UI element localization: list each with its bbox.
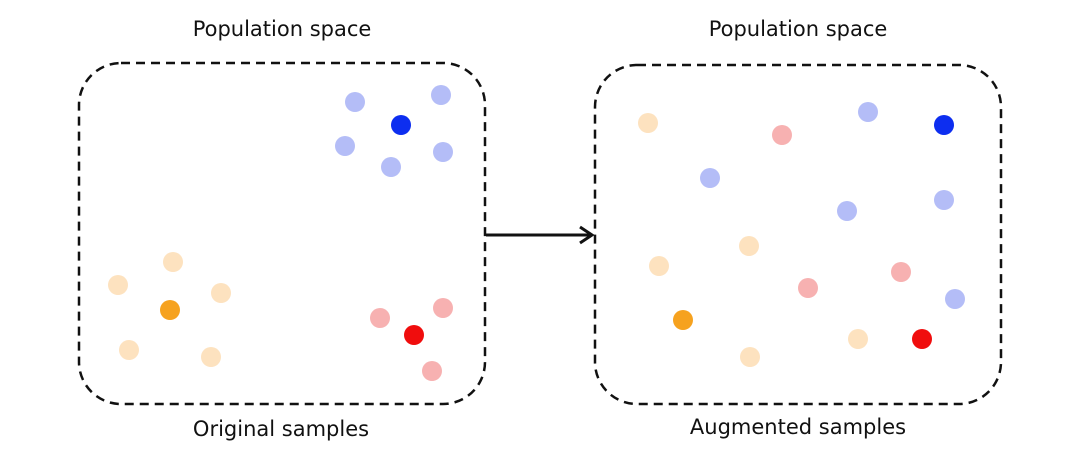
left-blue-augmented-point: [335, 136, 355, 156]
right-blue-original-point: [934, 115, 954, 135]
left-population-box: [77, 61, 487, 406]
right-red-original-point: [912, 329, 932, 349]
left-orange-augmented-point: [108, 275, 128, 295]
left-orange-augmented-point: [119, 340, 139, 360]
left-red-augmented-point: [370, 308, 390, 328]
left-red-original-point: [404, 325, 424, 345]
right-blue-augmented-point: [700, 168, 720, 188]
arrow-head: [579, 225, 595, 245]
right-red-augmented-point: [772, 125, 792, 145]
right-red-augmented-point: [798, 278, 818, 298]
right-orange-original-point: [673, 310, 693, 330]
right-blue-augmented-point: [945, 289, 965, 309]
right-orange-augmented-point: [740, 347, 760, 367]
left-panel-title: Population space: [193, 17, 372, 41]
left-panel-caption: Original samples: [193, 417, 369, 441]
right-orange-augmented-point: [739, 236, 759, 256]
left-orange-augmented-point: [211, 283, 231, 303]
left-blue-augmented-point: [381, 157, 401, 177]
right-population-box: [593, 63, 1003, 406]
right-blue-augmented-point: [934, 190, 954, 210]
left-blue-augmented-point: [433, 142, 453, 162]
left-blue-original-point: [391, 115, 411, 135]
left-red-augmented-point: [433, 298, 453, 318]
right-panel: Population space Augmented samples: [593, 17, 1003, 439]
right-orange-augmented-point: [638, 113, 658, 133]
right-orange-augmented-point: [848, 329, 868, 349]
left-orange-augmented-point: [163, 252, 183, 272]
left-panel: Population space Original samples: [77, 17, 487, 441]
right-blue-augmented-point: [858, 102, 878, 122]
transform-arrow: [486, 225, 595, 245]
right-blue-augmented-point: [837, 201, 857, 221]
left-blue-augmented-point: [345, 92, 365, 112]
left-red-augmented-point: [422, 361, 442, 381]
right-sample-points: [638, 102, 965, 367]
right-panel-caption: Augmented samples: [690, 415, 906, 439]
left-sample-points: [108, 85, 453, 381]
right-orange-augmented-point: [649, 256, 669, 276]
right-red-augmented-point: [891, 262, 911, 282]
left-blue-augmented-point: [431, 85, 451, 105]
left-orange-augmented-point: [201, 347, 221, 367]
left-orange-original-point: [160, 300, 180, 320]
right-panel-title: Population space: [709, 17, 888, 41]
